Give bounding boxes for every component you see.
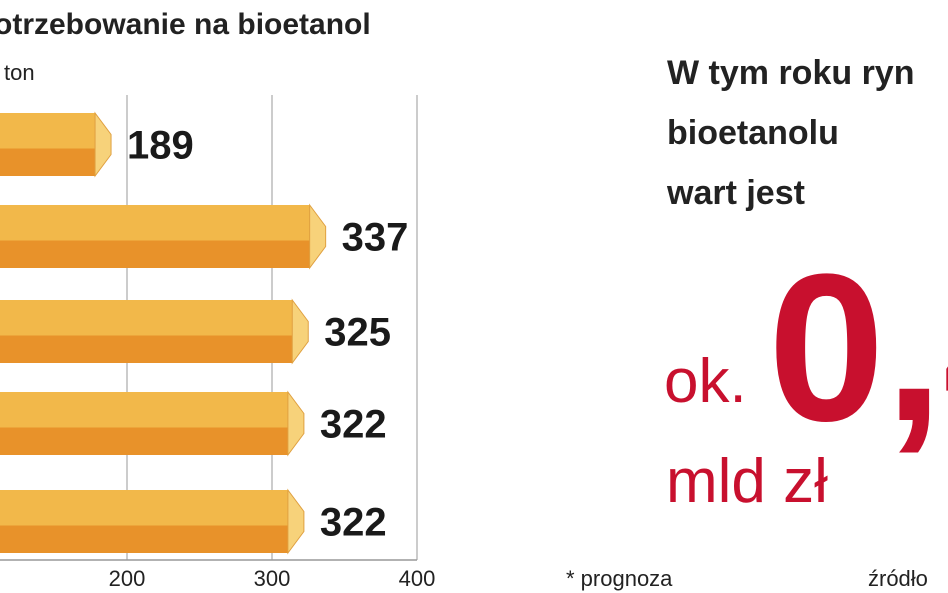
bar-cap: [291, 298, 309, 365]
bar-cap: [309, 203, 327, 270]
value-label: 322: [320, 501, 387, 545]
headline: W tym roku ryn: [667, 54, 914, 92]
bar-shade: [0, 525, 288, 553]
bar-shade: [0, 335, 293, 363]
bar-shade: [0, 427, 288, 455]
x-tick-label: 200: [109, 566, 146, 591]
chart-title: otrzebowanie na bioetanol: [0, 8, 371, 41]
unit: mld zł: [666, 447, 828, 516]
bar-cap: [287, 488, 305, 555]
value-label: 337: [342, 216, 409, 260]
chart-subtitle: ton: [4, 60, 35, 85]
headline: bioetanolu: [667, 114, 839, 152]
value-label: 322: [320, 403, 387, 447]
big-value: 0,4: [768, 230, 948, 465]
x-tick-label: 400: [399, 566, 436, 591]
value-label: 325: [324, 311, 391, 355]
headline: wart jest: [666, 174, 805, 212]
footnote: * prognoza: [566, 566, 673, 591]
prefix: ok.: [664, 347, 747, 416]
bar-cap: [94, 111, 112, 178]
bar-shade: [0, 148, 96, 176]
bar-shade: [0, 240, 310, 268]
value-label: 189: [127, 124, 194, 168]
source: źródło: [868, 566, 928, 591]
x-tick-label: 300: [254, 566, 291, 591]
bar-cap: [287, 390, 305, 457]
